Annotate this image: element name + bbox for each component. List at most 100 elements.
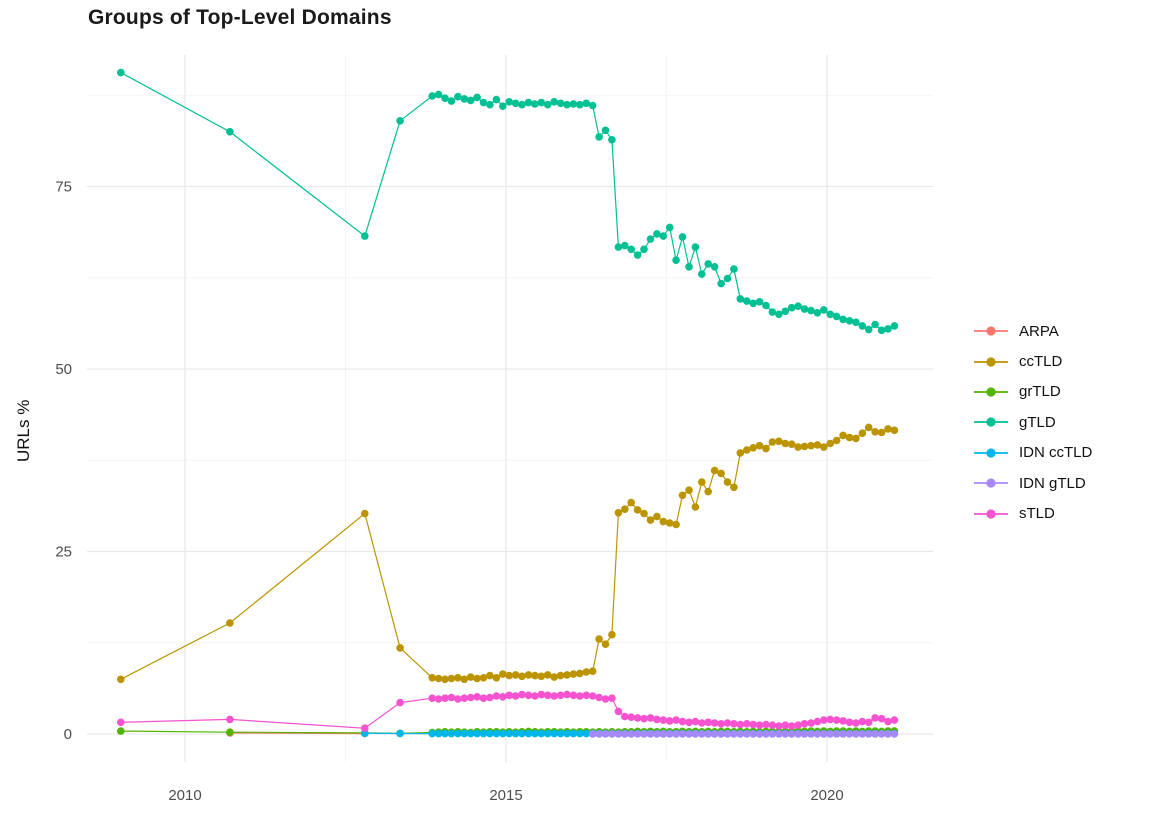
- data-point: [454, 92, 462, 101]
- data-point: [794, 443, 802, 451]
- data-point: [768, 721, 777, 729]
- data-point: [505, 98, 513, 106]
- data-point: [826, 439, 834, 448]
- data-point: [723, 478, 732, 486]
- data-point: [845, 317, 854, 325]
- data-point: [543, 100, 552, 109]
- data-point: [531, 692, 539, 700]
- data-point: [678, 491, 687, 500]
- data-point: [511, 729, 520, 738]
- series-line: [120, 72, 895, 331]
- data-point: [466, 673, 475, 681]
- data-point: [588, 101, 597, 110]
- y-tick-label: 25: [55, 544, 72, 561]
- data-point: [582, 668, 591, 676]
- data-point: [672, 716, 680, 724]
- data-point: [569, 100, 578, 108]
- data-point: [665, 717, 674, 725]
- data-point: [563, 100, 571, 109]
- data-point: [762, 730, 770, 738]
- data-point: [608, 136, 616, 144]
- data-point: [454, 674, 462, 682]
- data-point: [710, 719, 719, 727]
- data-point: [608, 630, 616, 639]
- data-point: [614, 509, 623, 517]
- data-point: [441, 94, 449, 102]
- data-point: [588, 730, 597, 738]
- legend-key-icon: [974, 356, 1008, 367]
- data-point: [749, 444, 757, 452]
- data-point: [563, 729, 571, 738]
- data-point: [672, 256, 680, 265]
- series-IDN-gTLD: [588, 730, 899, 738]
- legend-item-gtld: gTLD: [972, 407, 1092, 437]
- data-point: [884, 730, 892, 738]
- series-line: [120, 426, 895, 680]
- data-point: [743, 730, 751, 738]
- data-point: [877, 428, 886, 437]
- data-point: [852, 719, 860, 727]
- legend-key-icon: [974, 326, 1008, 336]
- data-point: [877, 714, 886, 723]
- data-point: [588, 692, 597, 700]
- data-point: [550, 673, 558, 681]
- legend-key-icon: [974, 448, 1008, 458]
- data-point: [361, 232, 369, 240]
- data-point: [633, 714, 642, 722]
- data-point: [845, 718, 854, 727]
- series-gTLD: [117, 68, 899, 335]
- data-point: [691, 730, 700, 738]
- data-point: [858, 717, 867, 726]
- data-point: [627, 245, 635, 254]
- data-point: [499, 693, 507, 701]
- data-point: [537, 690, 546, 699]
- data-point: [762, 720, 770, 729]
- y-tick-label: 50: [55, 361, 72, 378]
- data-point: [434, 695, 443, 703]
- legend-key-icon: [974, 417, 1008, 427]
- data-point: [717, 279, 725, 288]
- data-point: [845, 433, 854, 442]
- legend-key-icon: [974, 508, 1008, 519]
- data-point: [659, 232, 668, 240]
- data-point: [556, 671, 565, 680]
- data-point: [537, 672, 546, 681]
- data-point: [845, 730, 854, 738]
- data-point: [730, 720, 738, 728]
- series-ccTLD: [117, 423, 899, 684]
- data-point: [704, 730, 712, 738]
- data-point: [434, 729, 443, 738]
- data-point: [717, 469, 725, 478]
- data-point: [787, 722, 796, 730]
- data-point: [543, 671, 552, 679]
- data-point: [685, 486, 693, 495]
- data-point: [633, 730, 642, 738]
- data-point: [117, 675, 125, 684]
- data-point: [775, 437, 783, 446]
- data-point: [723, 719, 732, 727]
- data-point: [736, 449, 745, 457]
- data-point: [361, 509, 369, 518]
- data-point: [563, 690, 571, 699]
- data-point: [723, 274, 732, 283]
- data-point: [595, 693, 603, 702]
- data-point: [550, 98, 558, 106]
- data-point: [537, 729, 546, 738]
- data-point: [807, 719, 815, 727]
- data-point: [466, 96, 475, 105]
- data-point: [832, 730, 841, 738]
- data-point: [550, 692, 558, 700]
- data-point: [473, 729, 481, 738]
- data-point: [640, 509, 648, 518]
- data-point: [813, 730, 822, 738]
- data-point: [640, 245, 648, 254]
- data-point: [852, 318, 860, 327]
- data-point: [646, 714, 655, 722]
- data-point: [518, 729, 526, 738]
- data-point: [787, 303, 796, 312]
- data-point: [685, 730, 693, 738]
- data-point: [441, 675, 449, 684]
- data-point: [447, 693, 456, 702]
- data-point: [473, 93, 481, 102]
